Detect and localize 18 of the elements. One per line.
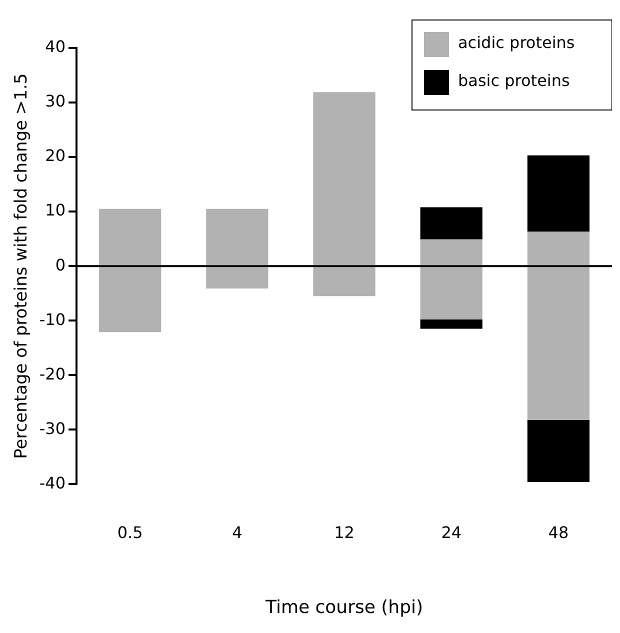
legend-label: basic proteins <box>458 71 570 90</box>
x-tick-label: 12 <box>334 522 354 542</box>
x-tick-label: 4 <box>232 522 242 542</box>
y-tick-label: 0 <box>55 255 66 274</box>
legend-label: acidic proteins <box>458 33 575 52</box>
y-tick-label: -40 <box>39 473 66 492</box>
x-tick-label: 24 <box>441 522 462 542</box>
y-axis-title: Percentage of proteins with fold change >1.5 <box>12 73 32 459</box>
x-axis-title: Time course (hpi) <box>264 596 424 618</box>
x-tick-label: 48 <box>548 522 569 542</box>
x-tick-label: 0.5 <box>117 522 143 542</box>
y-tick-label: -20 <box>39 364 66 384</box>
y-tick-label: -30 <box>39 418 66 438</box>
y-tick-label: 10 <box>45 200 66 220</box>
y-tick-label: -10 <box>39 310 66 329</box>
y-tick-label: 20 <box>45 146 66 166</box>
y-tick-label: 30 <box>45 92 66 111</box>
y-tick-label: 40 <box>45 37 66 56</box>
